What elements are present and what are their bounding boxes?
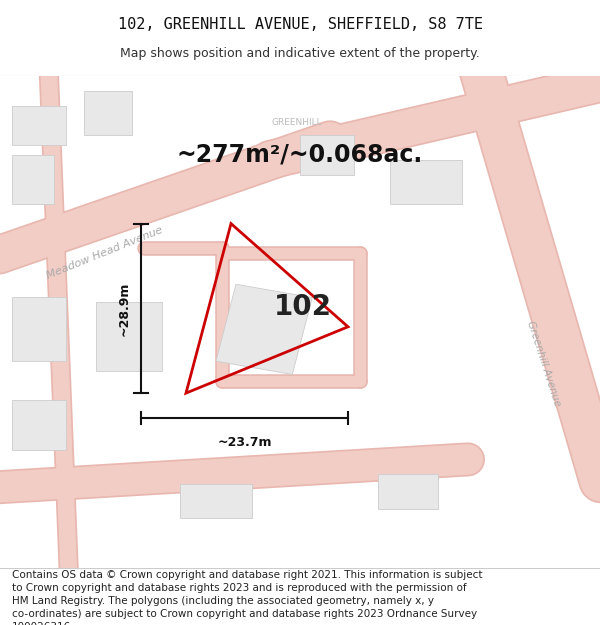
Text: Contains OS data © Crown copyright and database right 2021. This information is : Contains OS data © Crown copyright and d… <box>12 571 482 625</box>
Bar <box>378 474 438 509</box>
Text: Meadow Head Avenue: Meadow Head Avenue <box>46 225 164 281</box>
Text: 102: 102 <box>274 293 332 321</box>
Bar <box>12 298 66 361</box>
Bar <box>300 135 354 174</box>
Text: ~277m²/~0.068ac.: ~277m²/~0.068ac. <box>177 143 423 167</box>
Text: ~28.9m: ~28.9m <box>117 281 130 336</box>
Text: ~23.7m: ~23.7m <box>217 436 272 449</box>
Text: Greenhill Avenue: Greenhill Avenue <box>525 319 562 408</box>
Bar <box>12 401 66 449</box>
Bar <box>180 484 252 518</box>
Text: Map shows position and indicative extent of the property.: Map shows position and indicative extent… <box>120 48 480 60</box>
Bar <box>84 91 132 135</box>
Text: 102, GREENHILL AVENUE, SHEFFIELD, S8 7TE: 102, GREENHILL AVENUE, SHEFFIELD, S8 7TE <box>118 17 482 32</box>
Bar <box>96 302 162 371</box>
Bar <box>12 155 54 204</box>
Bar <box>390 160 462 204</box>
Text: GREENHILL: GREENHILL <box>272 118 322 127</box>
Bar <box>12 106 66 145</box>
Bar <box>216 284 312 374</box>
